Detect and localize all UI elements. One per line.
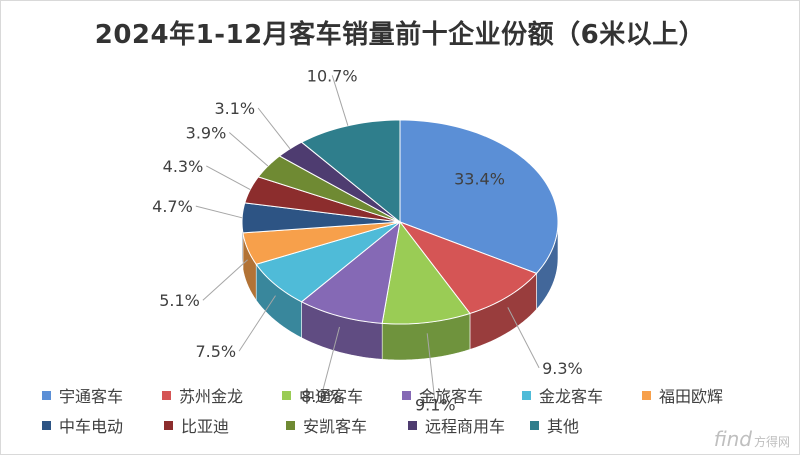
legend-label: 安凯客车	[303, 417, 368, 436]
legend-label: 福田欧辉	[659, 387, 724, 406]
pie-slice-2	[398, 220, 538, 315]
data-labels: 33.4% 9.3% 9.1% 8.9% 7.5% 5.1% 4.7% 4.3% 3.9% 3.1…	[152, 66, 583, 414]
chart-title: 2024年1-12月客车销量前十企业份额（6米以上）	[94, 20, 706, 50]
legend-item-8: 比亚迪	[164, 413, 286, 437]
data-label-4: 8.9%	[301, 387, 342, 406]
legend-swatch	[282, 390, 291, 400]
pie-slice-4	[300, 220, 401, 324]
legend-item-3: 中通客车	[282, 383, 402, 407]
leader-line-4	[320, 326, 340, 396]
legend-item-6: 福田欧辉	[642, 383, 762, 407]
data-label-5: 7.5%	[195, 342, 236, 361]
data-label-2: 9.3%	[542, 359, 583, 378]
legend-item-7: 中车电动	[42, 413, 164, 437]
leader-line-5	[238, 295, 276, 352]
leader-line-10	[257, 107, 291, 150]
pie-side-layer	[241, 221, 559, 361]
legend-label: 中通客车	[299, 387, 364, 406]
legend-swatch	[42, 420, 51, 430]
legend-swatch	[522, 390, 531, 400]
legend-swatch	[642, 390, 651, 400]
legend-item-1: 宇通客车	[42, 383, 162, 407]
legend-label: 宇通客车	[59, 387, 124, 406]
watermark-logo: find 方得网	[714, 427, 790, 451]
leader-line-11	[331, 75, 349, 126]
legend-item-9: 安凯客车	[286, 413, 408, 437]
legend-swatch	[164, 420, 173, 430]
legend-item-2: 苏州金龙	[162, 383, 282, 407]
pie-slice-11	[300, 119, 401, 224]
legend-item-4: 金旅客车	[402, 383, 522, 407]
legend-label: 苏州金龙	[179, 387, 244, 406]
leader-line-6	[202, 259, 248, 301]
legend-swatch	[162, 390, 171, 400]
legend-item-10: 远程商用车	[408, 413, 530, 437]
pie-slice-7	[241, 202, 401, 234]
leader-line-8	[206, 165, 251, 191]
legend-swatch	[402, 390, 411, 400]
legend-row: 中车电动 比亚迪 安凯客车 远程商用车 其他	[42, 410, 762, 440]
data-label-3: 9.1%	[415, 396, 456, 415]
data-label-11: 10.7%	[307, 66, 358, 85]
legend-swatch	[42, 390, 51, 400]
legend-swatch	[530, 420, 539, 430]
pie-slice-6	[242, 221, 401, 265]
legend-label: 金旅客车	[419, 387, 484, 406]
watermark-brand: find	[713, 427, 752, 451]
data-label-8: 4.3%	[163, 157, 204, 176]
leader-lines	[195, 75, 540, 405]
pie-slice-1	[399, 119, 559, 274]
pie-top-layer	[241, 119, 559, 325]
legend-label: 比亚迪	[181, 417, 230, 436]
legend-label: 金龙客车	[539, 387, 604, 406]
legend: 宇通客车 苏州金龙 中通客车 金旅客车 金龙客车 福田欧辉 中车电动 比亚迪 安凯客车 远程商用…	[42, 380, 762, 440]
legend-label: 中车电动	[59, 417, 124, 436]
legend-row: 宇通客车 苏州金龙 中通客车 金旅客车 金龙客车 福田欧辉	[42, 380, 762, 410]
pie-slice-10	[278, 141, 401, 223]
legend-swatch	[286, 420, 295, 430]
legend-item-11: 其他	[530, 413, 652, 437]
pie-slice-9	[257, 155, 401, 223]
data-label-9: 3.9%	[186, 124, 227, 143]
leader-line-3	[426, 333, 436, 405]
pie-slice-5	[255, 221, 401, 303]
leader-line-7	[195, 205, 243, 219]
data-label-10: 3.1%	[214, 99, 255, 118]
pie-slice-3	[381, 220, 471, 325]
data-label-7: 4.7%	[152, 197, 193, 216]
legend-label: 其他	[547, 417, 580, 436]
watermark-sub: 方得网	[753, 435, 790, 449]
legend-label: 远程商用车	[425, 417, 506, 436]
leader-line-9	[228, 132, 269, 167]
leader-line-2	[507, 307, 540, 369]
legend-item-5: 金龙客车	[522, 383, 642, 407]
data-label-1: 33.4%	[454, 170, 505, 189]
data-label-6: 5.1%	[159, 291, 200, 310]
legend-swatch	[408, 420, 417, 430]
